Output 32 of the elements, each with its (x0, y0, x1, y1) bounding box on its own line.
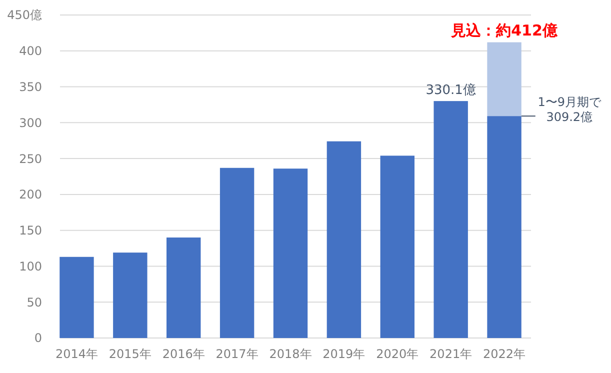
x-tick-label: 2016年 (162, 347, 205, 361)
x-tick-label: 2015年 (108, 347, 152, 361)
y-tick-label: 200 (19, 188, 42, 202)
annotation: 見込：約412億 (450, 21, 558, 40)
x-tick-label: 2018年 (269, 347, 312, 361)
x-tick-label: 2017年 (216, 347, 258, 361)
annotation: 330.1億 (426, 83, 476, 98)
y-tick-label: 300 (19, 116, 42, 130)
bar (113, 252, 148, 338)
bar (60, 256, 94, 338)
x-tick-label: 2020年 (376, 347, 419, 361)
y-tick-label: 100 (19, 259, 42, 274)
bar (487, 116, 522, 338)
y-tick-label: 0 (34, 331, 42, 346)
bar (220, 168, 254, 338)
bar (166, 238, 201, 338)
x-tick-label: 2014年 (55, 347, 98, 361)
bar (380, 156, 414, 338)
y-tick-label: 450億 (7, 8, 42, 22)
bar (326, 141, 362, 338)
bar (273, 168, 308, 338)
x-tick-label: 2019年 (322, 347, 366, 361)
y-tick-label: 400 (19, 44, 42, 58)
y-tick-label: 150 (19, 224, 42, 238)
x-tick-label: 2022年 (483, 347, 526, 361)
bar (434, 101, 468, 338)
y-tick-label: 250 (19, 152, 42, 166)
y-tick-label: 350 (19, 80, 42, 94)
bar (487, 42, 522, 116)
y-tick-label: 50 (26, 295, 42, 310)
annotation: 1〜9月期で 309.2億 (538, 95, 602, 124)
x-tick-label: 2021年 (430, 347, 472, 361)
